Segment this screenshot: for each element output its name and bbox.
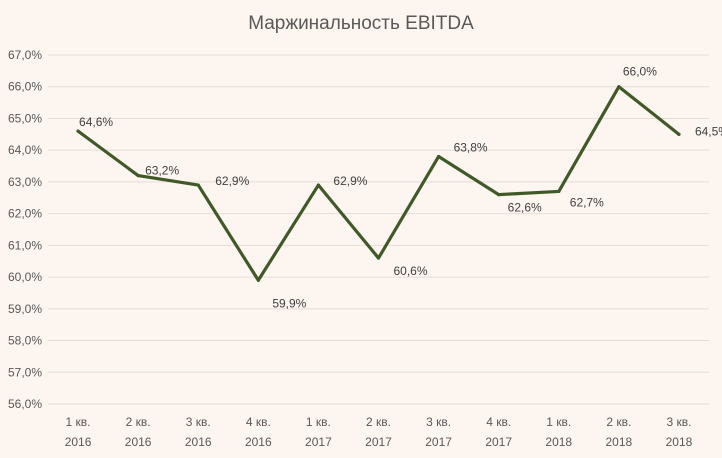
x-tick-label-year: 2018 [666,435,693,449]
x-tick-label-year: 2016 [185,435,212,449]
x-tick-label-year: 2017 [365,435,392,449]
x-tick-label-quarter: 1 кв. [546,415,571,429]
data-point [256,278,260,282]
data-point [677,132,681,136]
x-tick-label-quarter: 1 кв. [66,415,91,429]
data-label: 60,6% [394,264,428,278]
x-tick-label-quarter: 2 кв. [606,415,631,429]
x-tick-label-quarter: 4 кв. [486,415,511,429]
data-point [376,256,381,260]
data-point [436,154,441,159]
data-point [316,183,321,187]
data-point [76,129,80,133]
y-tick-label: 56,0% [8,397,42,411]
data-point [497,193,501,197]
y-axis-tick-labels: 67,0% 66,0% 65,0% 64,0% 63,0% 62,0% 61,0% 60,0%… [8,48,42,411]
y-tick-label: 64,0% [8,143,42,157]
data-point [617,85,621,89]
y-tick-label: 59,0% [8,302,42,316]
data-label: 66,0% [623,65,657,79]
y-tick-label: 65,0% [8,111,42,125]
x-tick-label-quarter: 1 кв. [306,415,331,429]
data-point [136,173,140,178]
x-tick-label-quarter: 2 кв. [366,415,391,429]
gridlines [48,54,709,405]
x-tick-label-quarter: 4 кв. [246,415,271,429]
chart-title: Маржинальность EBITDA [248,13,474,34]
y-tick-label: 60,0% [8,270,42,284]
y-tick-label: 66,0% [8,80,42,94]
y-tick-label: 67,0% [8,48,42,62]
data-label: 64,6% [79,115,113,129]
x-tick-label-quarter: 3 кв. [186,415,211,429]
x-tick-label-quarter: 3 кв. [426,415,451,429]
data-labels: 64,6% 63,2% 62,9% 59,9% 62,9% 60,6% 63,8% 62,6%… [79,65,722,311]
x-tick-label-quarter: 2 кв. [126,415,151,429]
data-label: 62,7% [570,195,604,209]
data-label: 64,5% [695,124,722,138]
x-tick-label-year: 2016 [245,435,272,449]
series-line [76,85,681,282]
x-axis-tick-labels: 1 кв. 2016 2 кв. 2016 3 кв. 2016 4 кв. 2016 1 кв… [65,415,693,449]
x-tick-label-year: 2017 [305,435,332,449]
series-line-group [76,85,681,282]
y-tick-label: 57,0% [8,365,42,379]
x-tick-label-quarter: 3 кв. [666,415,691,429]
data-label: 63,2% [145,164,179,178]
data-label: 62,6% [508,201,542,215]
data-point [557,189,561,194]
x-tick-label-year: 2018 [606,435,633,449]
y-tick-label: 62,0% [8,207,42,221]
x-tick-label-year: 2017 [485,435,512,449]
x-tick-label-year: 2016 [125,435,152,449]
data-label: 62,9% [333,174,367,188]
x-tick-label-year: 2017 [425,435,452,449]
y-tick-label: 63,0% [8,175,42,189]
data-label: 63,8% [454,141,488,155]
x-tick-label-year: 2016 [65,435,92,449]
y-tick-label: 61,0% [8,238,42,252]
y-tick-label: 58,0% [8,334,42,348]
data-label: 59,9% [272,296,306,310]
x-tick-label-year: 2018 [545,435,572,449]
data-point [196,183,200,187]
data-label: 62,9% [215,174,249,188]
